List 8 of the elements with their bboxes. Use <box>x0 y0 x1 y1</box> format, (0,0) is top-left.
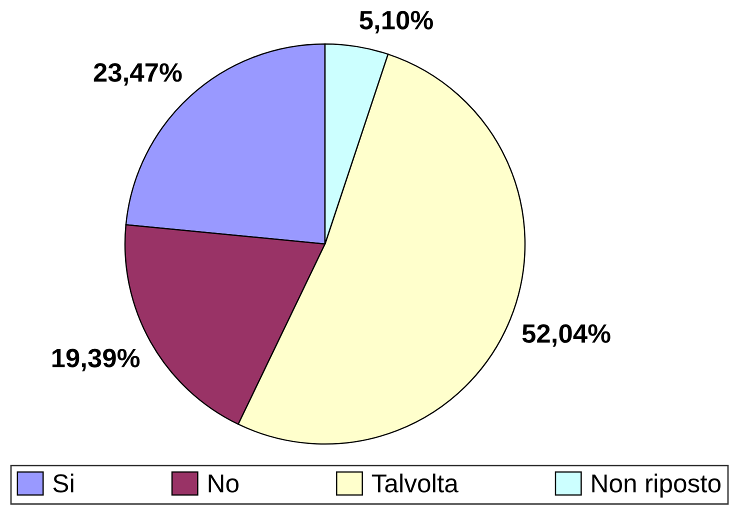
data-label: 19,39% <box>52 348 140 372</box>
legend-label: Talvolta <box>372 474 458 492</box>
data-label: 23,47% <box>94 63 182 86</box>
legend-label: No <box>208 474 238 492</box>
data-label: 52,04% <box>522 324 610 347</box>
data-label: 5,10% <box>360 10 433 34</box>
legend-label: Si <box>53 474 74 492</box>
legend-label: Non riposto <box>592 474 721 498</box>
